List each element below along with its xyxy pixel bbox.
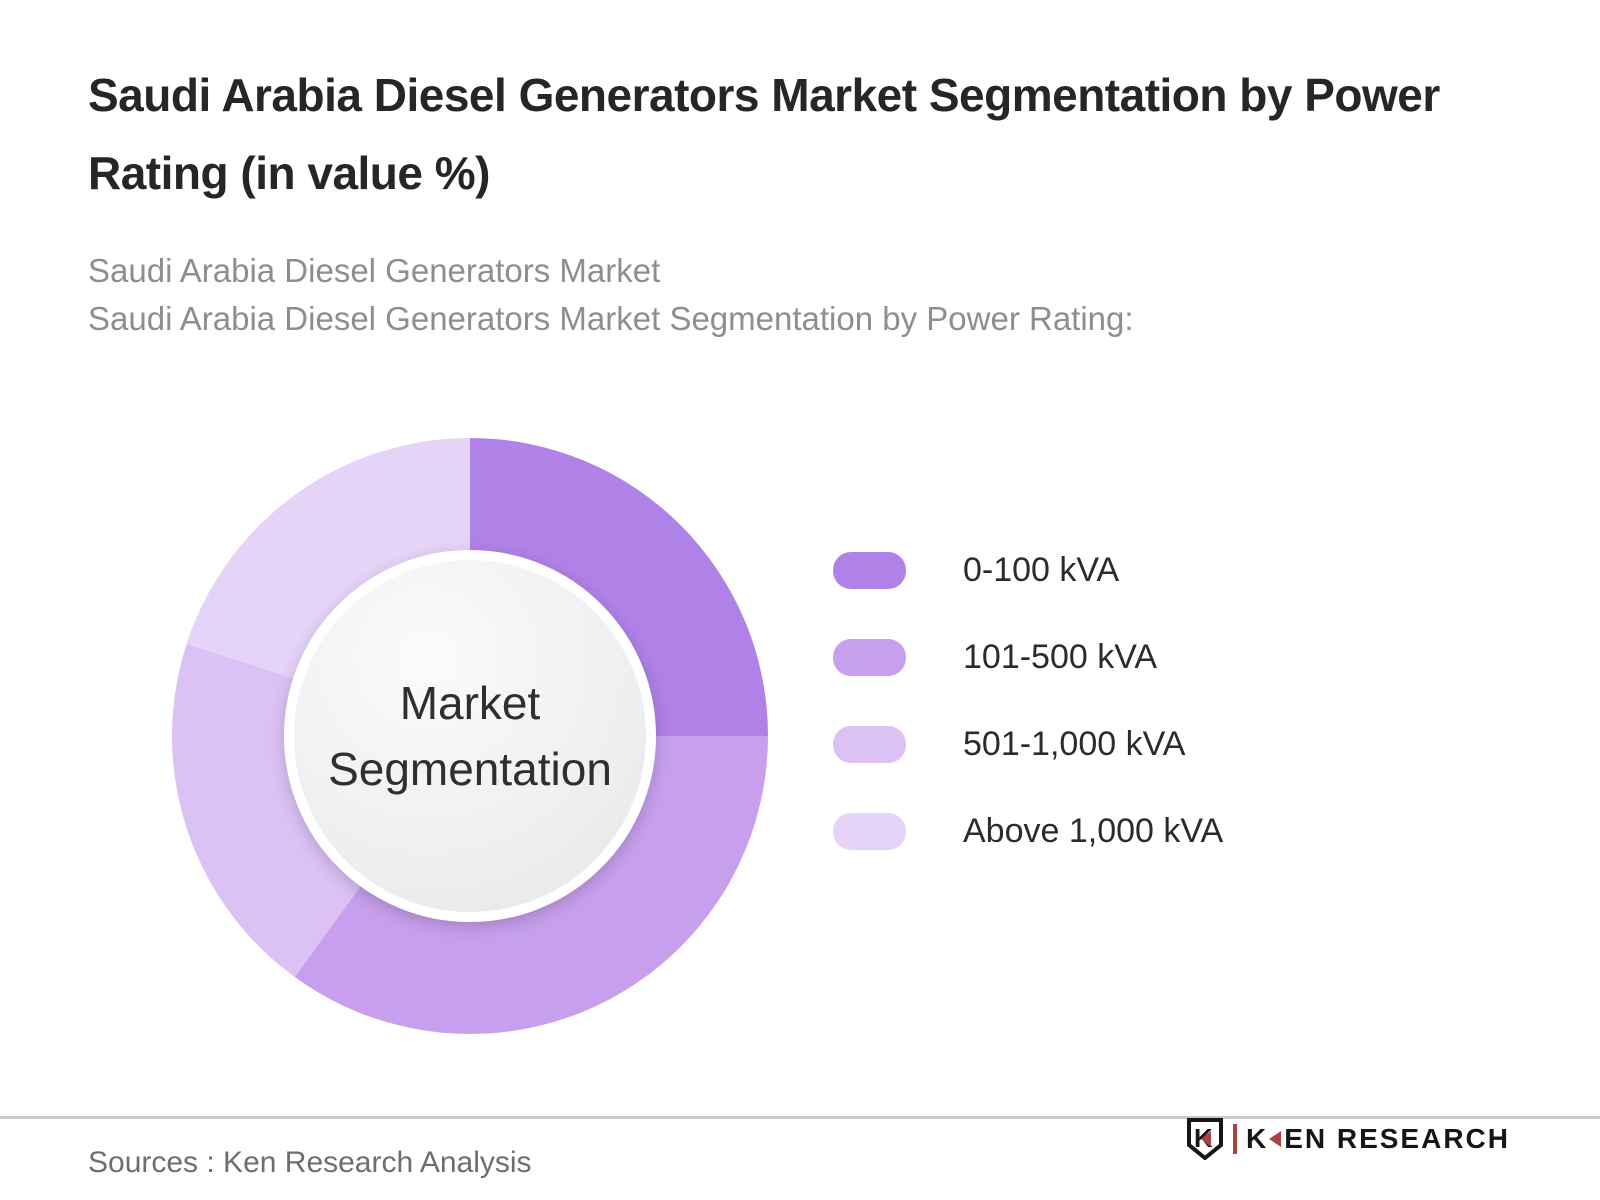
chart-subtitle: Saudi Arabia Diesel Generators Market Sa… [88,247,1134,343]
legend-label: 0-100 kVA [963,551,1120,589]
legend-item: 501-1,000 kVA [833,725,1223,763]
subtitle-line-2: Saudi Arabia Diesel Generators Market Se… [88,300,1134,337]
donut-center-circle: Market Segmentation [284,550,656,922]
legend-item: Above 1,000 kVA [833,812,1224,850]
logo-divider-bar [1232,1124,1237,1154]
legend-item: 0-100 kVA [833,551,1223,589]
legend-swatch [833,639,906,676]
donut-center-label: Market Segmentation [328,677,612,795]
legend: 0-100 kVA 101-500 kVA 501-1,000 kVA Above 1… [833,551,1224,900]
logo-triangle-icon [1269,1131,1282,1147]
legend-swatch [833,552,906,589]
footer-divider [0,1116,1600,1119]
legend-swatch [833,726,906,763]
shield-k-icon: K [1186,1118,1223,1160]
shield-triangle-icon [1200,1131,1211,1147]
logo-letter-k: K [1245,1123,1269,1154]
page-title: Saudi Arabia Diesel Generators Market Se… [88,69,1440,199]
subtitle-line-1: Saudi Arabia Diesel Generators Market [88,252,661,289]
logo-text-rest: EN RESEARCH [1284,1123,1510,1154]
ken-research-logo: K K EN RESEARCH [1186,1118,1510,1160]
legend-label: Above 1,000 kVA [963,812,1224,850]
legend-item: 101-500 kVA [833,638,1223,676]
legend-swatch [833,813,906,850]
logo-wordmark: K EN RESEARCH [1246,1123,1510,1155]
legend-label: 501-1,000 kVA [963,725,1186,763]
donut-ring: Market Segmentation [172,438,768,1034]
legend-label: 101-500 kVA [963,638,1158,676]
source-note: Sources : Ken Research Analysis [88,1146,532,1179]
